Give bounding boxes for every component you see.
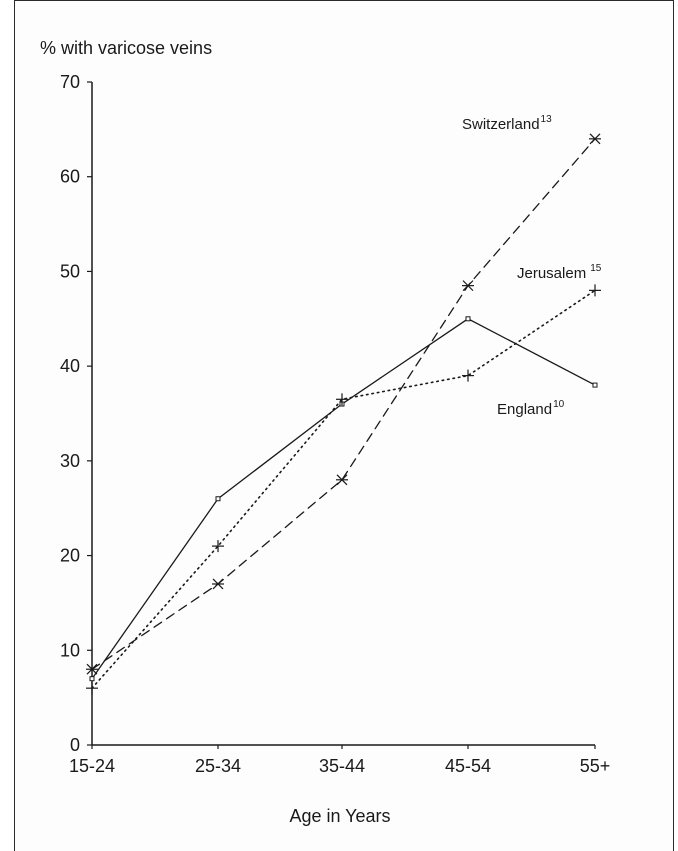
y-tick-label: 0 (70, 735, 80, 755)
data-point-england (465, 316, 471, 322)
y-tick-label: 30 (60, 451, 80, 471)
data-point-jerusalem (212, 540, 224, 553)
figure-frame (14, 0, 674, 851)
x-tick-label: 25-34 (195, 756, 241, 776)
x-tick-label: 35-44 (319, 756, 365, 776)
x-tick-label: 55+ (580, 756, 611, 776)
data-point-switzerland (336, 474, 348, 486)
data-point-switzerland (212, 578, 224, 590)
series-line-england (91, 318, 596, 680)
series-reference: 10 (553, 399, 565, 410)
data-point-switzerland (462, 280, 474, 292)
series-label-england: England10 (497, 399, 565, 418)
y-tick-label: 70 (60, 72, 80, 92)
y-tick-label: 50 (60, 261, 80, 281)
series-label-switzerland: Switzerland13 (462, 114, 552, 133)
data-point-switzerland (589, 133, 601, 145)
series-name: England (497, 401, 552, 418)
y-tick-label: 20 (60, 546, 80, 566)
series-reference: 13 (541, 114, 553, 125)
data-point-jerusalem (336, 393, 348, 406)
series-reference: 15 (590, 263, 602, 274)
data-point-england (215, 496, 221, 502)
data-point-jerusalem (86, 682, 98, 695)
y-axis-title: % with varicose veins (40, 38, 212, 58)
series-name: Switzerland (462, 116, 540, 133)
x-axis-title: Age in Years (289, 806, 390, 826)
y-tick-label: 40 (60, 356, 80, 376)
data-point-jerusalem (589, 284, 601, 297)
data-point-england (89, 676, 95, 682)
y-ticks: 0 10 20 30 40 50 60 70 (60, 72, 92, 755)
series-markers (86, 133, 601, 695)
data-point-switzerland (86, 663, 98, 675)
y-tick-label: 10 (60, 640, 80, 660)
y-tick-label: 60 (60, 167, 80, 187)
series-line-jerusalem (91, 289, 596, 689)
x-tick-label: 15-24 (69, 756, 115, 776)
data-point-england (592, 382, 598, 388)
axes (91, 82, 595, 746)
data-point-jerusalem (462, 369, 474, 382)
x-ticks: 15-24 25-34 35-44 45-54 55+ (69, 745, 610, 776)
series-name: Jerusalem (517, 265, 586, 282)
x-tick-label: 45-54 (445, 756, 491, 776)
series-labels: England10 Jerusalem 15 Switzerland13 (462, 114, 602, 418)
series-label-jerusalem: Jerusalem 15 (517, 263, 602, 282)
